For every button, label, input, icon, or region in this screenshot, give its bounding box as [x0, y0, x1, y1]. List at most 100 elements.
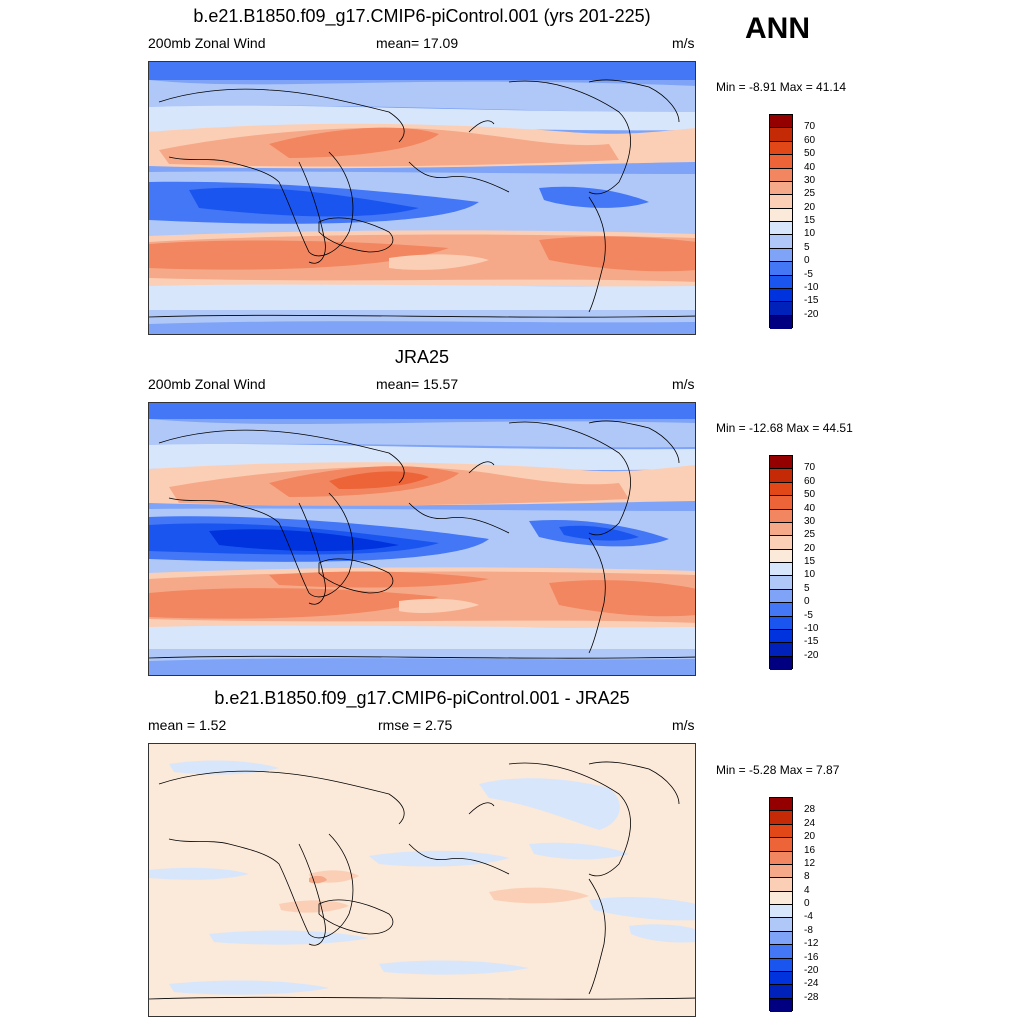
panel-2-colorbar — [769, 455, 793, 670]
colorbar-tick-label: -15 — [804, 636, 819, 648]
colorbar-segment — [770, 536, 792, 550]
colorbar-segment — [770, 509, 792, 523]
colorbar-tick-label: 40 — [804, 502, 816, 514]
colorbar-segment — [770, 208, 792, 222]
panel-1-units: m/s — [672, 35, 695, 51]
colorbar-tick-label: -28 — [804, 991, 819, 1003]
colorbar-segment — [770, 128, 792, 142]
colorbar-segment — [770, 288, 792, 303]
panel-3-title: b.e21.B1850.f09_g17.CMIP6-piControl.001 … — [214, 688, 630, 708]
colorbar-segment — [770, 456, 792, 470]
colorbar-tick-label: 24 — [804, 817, 816, 829]
colorbar-tick-label: 50 — [804, 148, 816, 160]
colorbar-segment — [770, 469, 792, 483]
colorbar-segment — [770, 931, 792, 946]
colorbar-segment — [770, 838, 792, 852]
panel-1-mean: mean= 17.09 — [376, 35, 459, 51]
colorbar-segment — [770, 878, 792, 892]
colorbar-segment — [770, 945, 792, 959]
colorbar-tick-label: 70 — [804, 462, 816, 474]
colorbar-segment — [770, 181, 792, 196]
colorbar-tick-label: -8 — [804, 924, 813, 936]
colorbar-tick-label: 20 — [804, 542, 816, 554]
colorbar-tick-label: -5 — [804, 609, 813, 621]
colorbar-segment — [770, 563, 792, 577]
colorbar-segment — [770, 811, 792, 825]
colorbar-tick-label: 15 — [804, 215, 816, 226]
panel-2-minmax: Min = -12.68 Max = 44.51 — [716, 421, 853, 435]
colorbar-tick-label: 16 — [804, 844, 816, 856]
panel-2-units: m/s — [672, 376, 695, 392]
colorbar-tick-label: 5 — [804, 241, 810, 253]
colorbar-segment — [770, 603, 792, 617]
colorbar-segment — [770, 262, 792, 276]
colorbar-tick-label: -16 — [804, 951, 819, 963]
colorbar-tick-label: 0 — [804, 898, 810, 909]
colorbar-segment — [770, 496, 792, 510]
panel-3-units: m/s — [672, 717, 695, 733]
panel-1-map — [148, 61, 696, 335]
colorbar-tick-label: 10 — [804, 569, 816, 581]
colorbar-segment — [770, 482, 792, 497]
colorbar-segment — [770, 629, 792, 644]
colorbar-tick-label: 60 — [804, 475, 816, 487]
colorbar-tick-label: 70 — [804, 121, 816, 133]
panel-3-mean: mean = 1.52 — [148, 717, 227, 733]
colorbar-segment — [770, 616, 792, 630]
colorbar-segment — [770, 798, 792, 812]
colorbar-tick-label: -5 — [804, 268, 813, 280]
colorbar-tick-label: 25 — [804, 529, 816, 541]
colorbar-tick-label: 40 — [804, 161, 816, 173]
colorbar-segment — [770, 985, 792, 999]
colorbar-tick-label: 28 — [804, 804, 816, 816]
colorbar-segment — [770, 958, 792, 972]
colorbar-tick-label: 20 — [804, 201, 816, 213]
colorbar-tick-label: -20 — [804, 964, 819, 976]
colorbar-segment — [770, 589, 792, 604]
panel-2-left-label: 200mb Zonal Wind — [148, 376, 266, 392]
colorbar-tick-label: 30 — [804, 515, 816, 527]
colorbar-tick-label: 15 — [804, 556, 816, 567]
panel-3-map — [148, 743, 696, 1017]
colorbar-segment — [770, 905, 792, 919]
panel-1-minmax: Min = -8.91 Max = 41.14 — [716, 80, 847, 94]
panel-3-rmse: rmse = 2.75 — [378, 717, 453, 733]
colorbar-segment — [770, 315, 792, 329]
colorbar-segment — [770, 643, 792, 657]
colorbar-tick-label: 20 — [804, 831, 816, 843]
colorbar-segment — [770, 302, 792, 316]
colorbar-tick-label: 0 — [804, 255, 810, 267]
colorbar-tick-label: 25 — [804, 188, 816, 200]
colorbar-tick-label: 50 — [804, 489, 816, 501]
colorbar-segment — [770, 155, 792, 169]
colorbar-segment — [770, 275, 792, 289]
colorbar-tick-label: 30 — [804, 174, 816, 186]
panel-2-title: JRA25 — [394, 347, 450, 367]
colorbar-segment — [770, 851, 792, 865]
colorbar-segment — [770, 115, 792, 129]
colorbar-tick-label: -4 — [804, 911, 813, 923]
colorbar-tick-label: 4 — [804, 884, 810, 896]
colorbar-tick-label: 60 — [804, 134, 816, 146]
colorbar-tick-label: -10 — [804, 281, 819, 293]
colorbar-segment — [770, 864, 792, 879]
colorbar-tick-label: 0 — [804, 596, 810, 608]
panel-3-colorbar — [769, 797, 793, 1012]
colorbar-tick-label: -24 — [804, 978, 819, 990]
colorbar-segment — [770, 168, 792, 182]
panel-2-map — [148, 402, 696, 676]
panel-1-title: b.e21.B1850.f09_g17.CMIP6-piControl.001 … — [193, 6, 651, 26]
panel-1-left-label: 200mb Zonal Wind — [148, 35, 266, 51]
season-label: ANN — [745, 12, 810, 45]
colorbar-segment — [770, 998, 792, 1012]
colorbar-segment — [770, 248, 792, 263]
colorbar-tick-label: -10 — [804, 622, 819, 634]
colorbar-tick-label: 5 — [804, 582, 810, 594]
colorbar-segment — [770, 549, 792, 563]
colorbar-segment — [770, 918, 792, 932]
panel-2-mean: mean= 15.57 — [376, 376, 459, 392]
colorbar-tick-label: -20 — [804, 649, 819, 661]
colorbar-tick-label: -20 — [804, 308, 819, 320]
colorbar-tick-label: -15 — [804, 295, 819, 307]
panel-3-minmax: Min = -5.28 Max = 7.87 — [716, 763, 840, 777]
